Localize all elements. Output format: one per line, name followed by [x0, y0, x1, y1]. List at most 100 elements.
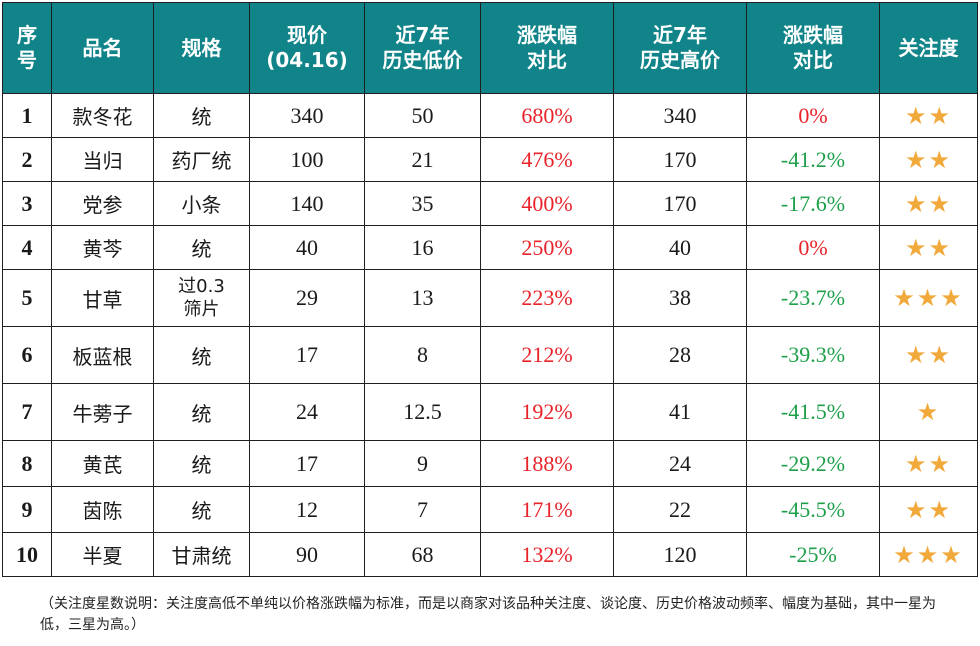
current-price: 24: [249, 383, 365, 441]
current-price: 340: [249, 93, 365, 138]
row-index: 4: [2, 225, 52, 270]
table-row: 4 黄芩统 40 16 250% 40 0% ★★: [2, 225, 978, 270]
history-high-price: 170: [613, 137, 747, 182]
herb-name: 黄芩: [51, 225, 154, 270]
herb-name: 板蓝根: [51, 326, 154, 384]
attention-stars: ★★: [879, 486, 978, 533]
herb-name: 党参: [51, 181, 154, 226]
header-low-change: 涨跌幅 对比: [480, 2, 614, 94]
high-change-percent: 0%: [746, 93, 880, 138]
current-price: 29: [249, 269, 365, 327]
attention-stars: ★★: [879, 93, 978, 138]
herb-spec: 统: [153, 440, 250, 487]
header-spec: 规格: [153, 2, 250, 94]
table-row: 10 半夏 甘肃统 90 68 132% 120 -25% ★★★: [2, 532, 978, 577]
high-change-percent: -39.3%: [746, 326, 880, 384]
herb-spec: 统: [153, 486, 250, 533]
row-index: 9: [2, 486, 52, 533]
row-index: 3: [2, 181, 52, 226]
table-row: 1 款冬花统 340 50 680% 340 0% ★★: [2, 93, 978, 138]
attention-stars: ★★: [879, 225, 978, 270]
herb-name: 半夏: [51, 532, 154, 577]
header-7y-low: 近7年 历史低价: [364, 2, 481, 94]
high-change-percent: -17.6%: [746, 181, 880, 226]
current-price: 17: [249, 440, 365, 487]
table-row: 7 牛蒡子统 24 12.5 192% 41 -41.5% ★: [2, 383, 978, 441]
history-low-price: 13: [364, 269, 481, 327]
high-change-percent: -29.2%: [746, 440, 880, 487]
low-change-percent: 132%: [480, 532, 614, 577]
herb-name: 牛蒡子: [51, 383, 154, 441]
header-7y-high: 近7年 历史高价: [613, 2, 747, 94]
high-change-percent: 0%: [746, 225, 880, 270]
row-index: 1: [2, 93, 52, 138]
table-row: 9 茵陈统 12 7 171% 22 -45.5% ★★: [2, 486, 978, 533]
herb-spec: 过0.3 筛片: [153, 269, 250, 327]
herb-spec: 统: [153, 225, 250, 270]
history-high-price: 41: [613, 383, 747, 441]
history-high-price: 22: [613, 486, 747, 533]
history-low-price: 21: [364, 137, 481, 182]
star-rating-note: （关注度星数说明：关注度高低不单纯以价格涨跌幅为标准，而是以商家对该品种关注度、…: [40, 596, 936, 633]
history-low-price: 68: [364, 532, 481, 577]
current-price: 17: [249, 326, 365, 384]
low-change-percent: 223%: [480, 269, 614, 327]
herb-name: 甘草: [51, 269, 154, 327]
header-high-change: 涨跌幅 对比: [746, 2, 880, 94]
low-change-percent: 400%: [480, 181, 614, 226]
current-price: 90: [249, 532, 365, 577]
herb-price-table: 序号 品名 规格 现价 (04.16) 近7年 历史低价 涨跌幅 对比 近7年 历史高价…: [2, 2, 978, 577]
history-low-price: 8: [364, 326, 481, 384]
attention-stars: ★★: [879, 326, 978, 384]
row-index: 6: [2, 326, 52, 384]
row-index: 5: [2, 269, 52, 327]
history-low-price: 12.5: [364, 383, 481, 441]
history-high-price: 38: [613, 269, 747, 327]
attention-stars: ★★: [879, 440, 978, 487]
header-name: 品名: [51, 2, 154, 94]
history-high-price: 24: [613, 440, 747, 487]
history-high-price: 120: [613, 532, 747, 577]
history-low-price: 35: [364, 181, 481, 226]
current-price: 40: [249, 225, 365, 270]
table-row: 6 板蓝根统 17 8 212% 28 -39.3% ★★: [2, 326, 978, 384]
table-header-row: 序号 品名 规格 现价 (04.16) 近7年 历史低价 涨跌幅 对比 近7年 历史高价…: [2, 2, 978, 94]
low-change-percent: 680%: [480, 93, 614, 138]
attention-stars: ★★★: [879, 269, 978, 327]
herb-spec: 统: [153, 326, 250, 384]
header-current-price: 现价 (04.16): [249, 2, 365, 94]
attention-stars: ★★: [879, 137, 978, 182]
history-low-price: 50: [364, 93, 481, 138]
history-low-price: 9: [364, 440, 481, 487]
high-change-percent: -41.5%: [746, 383, 880, 441]
row-index: 10: [2, 532, 52, 577]
header-index: 序号: [2, 2, 52, 94]
herb-spec: 统: [153, 383, 250, 441]
high-change-percent: -45.5%: [746, 486, 880, 533]
current-price: 140: [249, 181, 365, 226]
herb-name: 当归: [51, 137, 154, 182]
table-row: 3 党参 小条 140 35 400% 170 -17.6% ★★: [2, 181, 978, 226]
history-low-price: 16: [364, 225, 481, 270]
header-attention: 关注度: [879, 2, 978, 94]
herb-spec: 小条: [153, 181, 250, 226]
history-high-price: 170: [613, 181, 747, 226]
row-index: 2: [2, 137, 52, 182]
table-row: 2 当归 药厂统 100 21 476% 170 -41.2% ★★: [2, 137, 978, 182]
history-high-price: 40: [613, 225, 747, 270]
attention-stars: ★★★: [879, 532, 978, 577]
high-change-percent: -41.2%: [746, 137, 880, 182]
low-change-percent: 188%: [480, 440, 614, 487]
low-change-percent: 171%: [480, 486, 614, 533]
low-change-percent: 192%: [480, 383, 614, 441]
low-change-percent: 212%: [480, 326, 614, 384]
table-row: 8 黄芪统 17 9 188% 24 -29.2% ★★: [2, 440, 978, 487]
low-change-percent: 250%: [480, 225, 614, 270]
attention-stars: ★: [879, 383, 978, 441]
herb-name: 茵陈: [51, 486, 154, 533]
high-change-percent: -23.7%: [746, 269, 880, 327]
herb-spec: 药厂统: [153, 137, 250, 182]
table-row: 5 甘草 过0.3 筛片 29 13 223% 38 -23.7% ★★★: [2, 269, 978, 327]
herb-name: 款冬花: [51, 93, 154, 138]
